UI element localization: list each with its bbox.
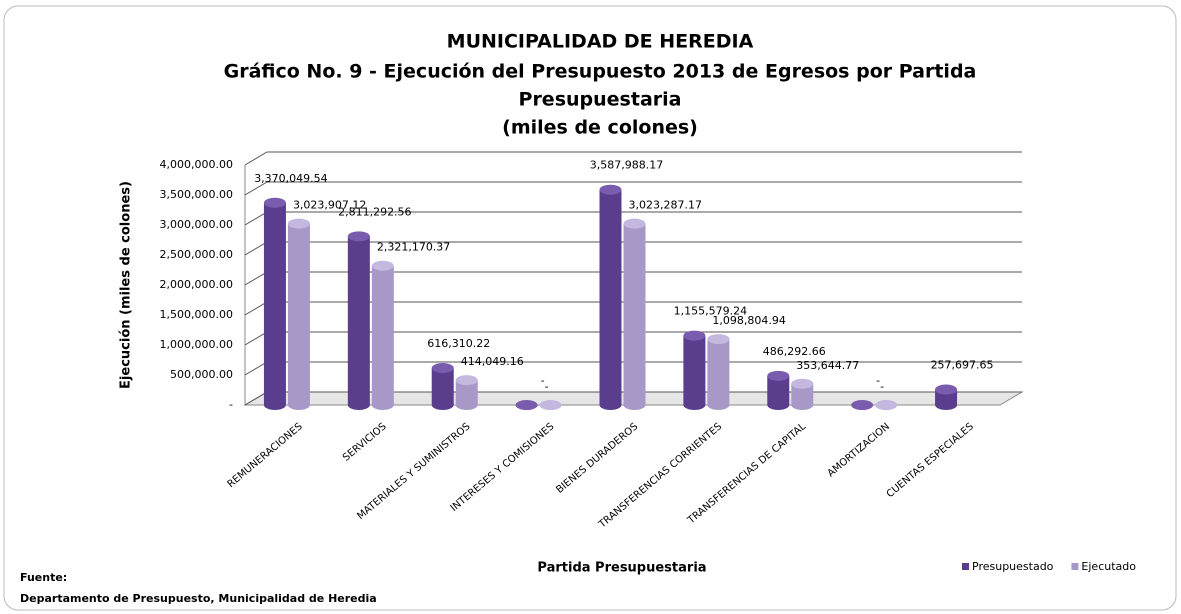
data-label: 2,811,292.56: [338, 205, 411, 218]
bar: [263, 197, 286, 410]
bar: [347, 231, 370, 410]
bar: [707, 334, 730, 410]
bar: [683, 330, 706, 410]
y-tick-label: 1,000,000.00: [160, 338, 233, 351]
y-axis-label: Ejecución (miles de colones): [119, 181, 134, 389]
data-label: 3,370,049.54: [254, 172, 327, 185]
legend-label: Ejecutado: [1081, 560, 1136, 573]
bar: [515, 400, 538, 410]
legend-swatch: [962, 563, 969, 570]
legend-label: Presupuestado: [972, 560, 1054, 573]
data-label: 414,049.16: [461, 355, 524, 368]
bar: [287, 218, 310, 410]
legend-swatch: [1071, 563, 1079, 570]
grid-line: [244, 151, 1022, 166]
data-label: 2,321,170.37: [377, 241, 450, 254]
y-tick-label: 3,500,000.00: [160, 188, 233, 201]
data-label: 486,292.66: [763, 345, 826, 358]
data-label: 3,587,988.17: [590, 159, 663, 172]
y-tick-label: 500,000.00: [170, 368, 233, 381]
data-label: 1,155,579.24: [674, 305, 747, 318]
source-text: Departamento de Presupuesto, Municipalid…: [20, 592, 377, 605]
bar: [935, 384, 958, 410]
data-label: -: [545, 380, 549, 393]
data-label: 353,644.77: [796, 359, 859, 372]
chart-border: [3, 5, 1177, 611]
y-tick-label: 1,500,000.00: [160, 308, 233, 321]
data-label: 616,310.22: [427, 337, 490, 350]
data-label: -: [880, 380, 884, 393]
data-label: -: [876, 374, 880, 387]
source-label: Fuente:: [20, 571, 67, 584]
data-label: 3,023,287.17: [629, 199, 702, 212]
bar: [623, 218, 646, 410]
bar: [599, 184, 622, 410]
y-tick-label: 2,000,000.00: [160, 278, 233, 291]
chart-subtitle: Gráfico No. 9 - Ejecución del Presupuest…: [224, 61, 977, 83]
x-axis-label: Partida Presupuestaria: [537, 561, 706, 576]
y-tick-label: 2,500,000.00: [160, 248, 233, 261]
bar: [875, 400, 898, 410]
data-label: 257,697.65: [931, 359, 994, 372]
y-tick-label: -: [229, 398, 233, 411]
bar: [431, 363, 454, 410]
chart-subtitle: (miles de colones): [502, 117, 698, 139]
bar: [371, 260, 394, 410]
bar: [851, 400, 874, 410]
data-label: 3,023,907.12: [293, 199, 366, 212]
bar: [455, 375, 478, 410]
y-tick-label: 3,000,000.00: [160, 218, 233, 231]
data-label: -: [541, 374, 545, 387]
chart-title: MUNICIPALIDAD DE HEREDIA: [447, 31, 754, 53]
data-label: 1,098,804.94: [712, 314, 785, 327]
grid-line: [244, 181, 1022, 196]
bar: [767, 370, 790, 410]
chart-subtitle: Presupuestaria: [519, 89, 682, 111]
y-tick-label: 4,000,000.00: [160, 158, 233, 171]
bar: [539, 400, 562, 410]
bar: [791, 378, 814, 410]
